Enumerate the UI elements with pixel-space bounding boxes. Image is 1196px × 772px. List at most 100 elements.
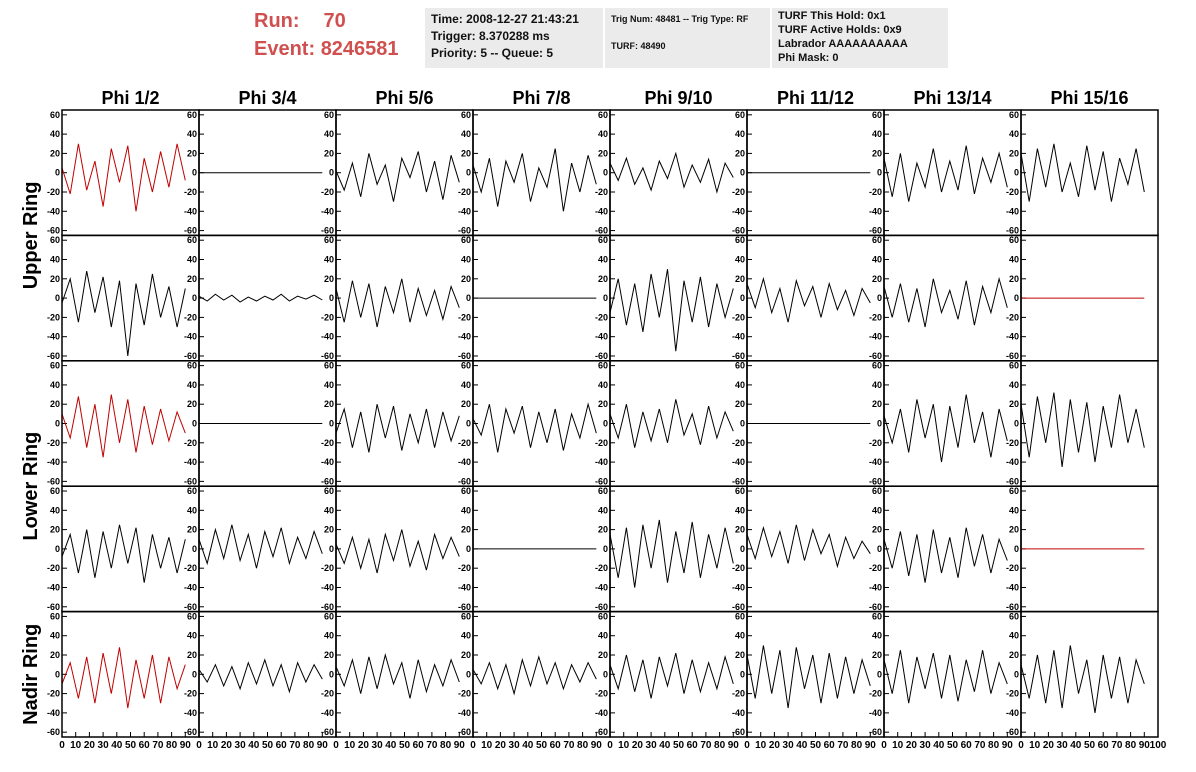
y-tick-label: 20 <box>324 399 334 409</box>
y-tick-label: 0 <box>1014 168 1019 178</box>
y-tick-label: 40 <box>187 129 197 139</box>
y-tick-label: 0 <box>740 669 745 679</box>
y-tick-label: -40 <box>321 206 334 216</box>
y-tick-label: -40 <box>184 332 197 342</box>
info-line: Phi Mask: 0 <box>778 52 839 64</box>
y-tick-label: -20 <box>1006 312 1019 322</box>
y-tick-label: -20 <box>321 438 334 448</box>
waveform <box>198 524 323 569</box>
y-tick-label: 40 <box>461 631 471 641</box>
y-tick-label: 0 <box>55 544 60 554</box>
y-tick-label: 0 <box>192 168 197 178</box>
y-tick-label: 40 <box>324 129 334 139</box>
waveform <box>883 650 1008 704</box>
y-tick-label: -40 <box>1006 457 1019 467</box>
y-tick-label: -20 <box>732 563 745 573</box>
x-tick-label: 90 <box>591 740 603 751</box>
y-tick-label: -60 <box>184 351 197 361</box>
y-tick-label: 60 <box>1009 361 1019 371</box>
y-tick-label: 60 <box>461 361 471 371</box>
waveform <box>883 276 1008 328</box>
x-tick-label: 20 <box>358 740 370 751</box>
y-tick-label: 60 <box>461 486 471 496</box>
y-tick-label: 40 <box>872 631 882 641</box>
panel-frame <box>198 234 337 362</box>
y-tick-label: 0 <box>55 293 60 303</box>
y-tick-label: -40 <box>869 332 882 342</box>
y-tick-label: -40 <box>869 457 882 467</box>
waveform <box>883 394 1008 463</box>
panel-frame <box>472 109 611 237</box>
waveform <box>609 269 734 352</box>
waveform <box>1020 645 1145 713</box>
x-tick-label: 80 <box>303 740 315 751</box>
y-tick-label: -20 <box>869 187 882 197</box>
x-tick-label: 60 <box>139 740 151 751</box>
y-tick-label: 0 <box>740 544 745 554</box>
waveform <box>61 524 186 583</box>
waveform <box>746 276 871 323</box>
y-tick-label: 20 <box>1009 274 1019 284</box>
waveform <box>746 645 871 709</box>
x-tick-label: 30 <box>646 740 658 751</box>
y-tick-label: 60 <box>872 235 882 245</box>
y-tick-label: -40 <box>47 457 60 467</box>
x-tick-label: 20 <box>769 740 781 751</box>
x-tick-label: 30 <box>509 740 521 751</box>
y-tick-label: 0 <box>55 669 60 679</box>
x-tick-label: 40 <box>933 740 945 751</box>
y-tick-label: 0 <box>603 419 608 429</box>
x-tick-label: 70 <box>152 740 164 751</box>
y-tick-label: -40 <box>869 206 882 216</box>
y-tick-label: -20 <box>869 563 882 573</box>
y-tick-label: -60 <box>732 476 745 486</box>
y-tick-label: -60 <box>47 602 60 612</box>
ring-label: Lower Ring <box>20 432 42 541</box>
column-header: Phi 9/10 <box>644 88 712 108</box>
y-tick-label: 0 <box>466 544 471 554</box>
y-tick-label: 20 <box>461 650 471 660</box>
y-tick-label: -60 <box>595 476 608 486</box>
y-tick-label: 60 <box>324 486 334 496</box>
x-tick-label: 10 <box>70 740 82 751</box>
panel-frame <box>61 610 200 738</box>
y-tick-label: 40 <box>324 380 334 390</box>
x-tick-label: 10 <box>481 740 493 751</box>
y-tick-label: 60 <box>872 110 882 120</box>
y-tick-label: 20 <box>735 274 745 284</box>
info-line: Time: 2008-12-27 21:43:21 <box>431 12 579 26</box>
y-tick-label: -60 <box>47 226 60 236</box>
y-tick-label: 60 <box>324 110 334 120</box>
y-tick-label: -40 <box>458 332 471 342</box>
y-tick-label: -60 <box>458 727 471 737</box>
y-tick-label: 40 <box>50 505 60 515</box>
y-tick-label: 0 <box>877 419 882 429</box>
y-tick-label: 20 <box>187 148 197 158</box>
y-tick-label: -60 <box>595 602 608 612</box>
y-tick-label: 20 <box>187 399 197 409</box>
panel-frame <box>1020 109 1159 237</box>
y-tick-label: 60 <box>598 110 608 120</box>
x-tick-label: 60 <box>413 740 425 751</box>
turf-box: TURF This Hold: 0x1 TURF Active Holds: 0… <box>772 8 948 68</box>
x-tick-label: 80 <box>166 740 178 751</box>
y-tick-label: -20 <box>732 312 745 322</box>
y-tick-label: -40 <box>321 708 334 718</box>
y-tick-label: -20 <box>47 438 60 448</box>
x-tick-label: 80 <box>440 740 452 751</box>
y-tick-label: 20 <box>461 525 471 535</box>
y-tick-label: 0 <box>329 293 334 303</box>
x-tick-label: 50 <box>947 740 959 751</box>
y-tick-label: -20 <box>184 689 197 699</box>
y-tick-label: 0 <box>466 168 471 178</box>
y-tick-label: 60 <box>872 611 882 621</box>
y-tick-label: 60 <box>50 235 60 245</box>
waveform <box>61 394 186 458</box>
x-tick-label: 70 <box>563 740 575 751</box>
y-tick-label: 60 <box>187 110 197 120</box>
y-tick-label: -40 <box>1006 582 1019 592</box>
y-tick-label: -60 <box>321 351 334 361</box>
column-header: Phi 5/6 <box>375 88 433 108</box>
y-tick-label: -20 <box>458 438 471 448</box>
y-tick-label: 0 <box>329 168 334 178</box>
